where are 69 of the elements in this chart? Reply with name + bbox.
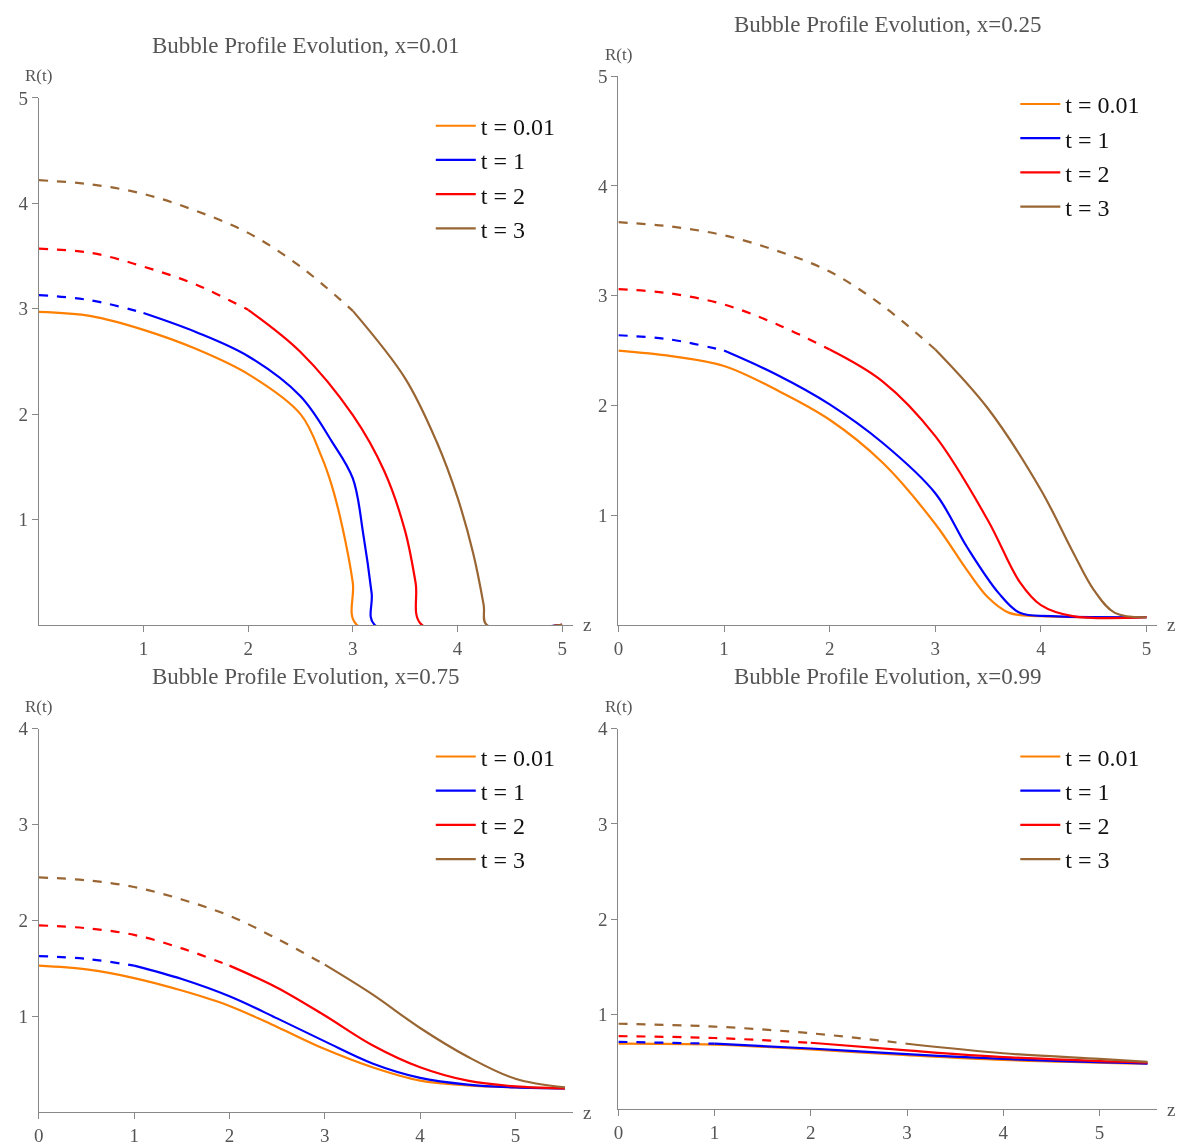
y-tick-label: 4 — [18, 718, 29, 740]
x-tick-label: 4 — [1036, 637, 1047, 659]
chart-title: Bubble Profile Evolution, x=0.75 — [152, 664, 460, 689]
x-tick-label: 5 — [1141, 637, 1152, 659]
x-axis-title: z — [1167, 614, 1176, 635]
x-tick-label: 2 — [224, 1125, 235, 1146]
x-tick-label: 4 — [452, 637, 463, 659]
x-tick-label: 3 — [320, 1125, 330, 1146]
legend-label: t = 1 — [480, 779, 525, 806]
y-tick-label: 2 — [598, 395, 608, 417]
x-axis-title: z — [1167, 1099, 1176, 1120]
legend-label: t = 0.01 — [1065, 92, 1140, 119]
chart-title: Bubble Profile Evolution, x=0.99 — [734, 664, 1042, 689]
legend-label: t = 0.01 — [480, 744, 555, 771]
y-tick-label: 1 — [598, 1003, 608, 1025]
x-tick-label: 3 — [348, 637, 358, 659]
y-axis-title: R(t) — [25, 697, 53, 716]
y-tick-label: 1 — [598, 504, 608, 526]
x-axis-title: z — [583, 614, 592, 635]
y-axis-title: R(t) — [25, 66, 53, 85]
legend-label: t = 1 — [480, 148, 525, 175]
y-tick-label: 3 — [18, 298, 29, 320]
y-tick-label: 4 — [18, 193, 29, 215]
legend-label: t = 2 — [1065, 813, 1110, 840]
legend-label: t = 3 — [1065, 194, 1110, 221]
x-tick-label: 1 — [709, 1122, 720, 1144]
legend-label: t = 0.01 — [1065, 744, 1140, 771]
x-tick-label: 1 — [138, 637, 149, 659]
y-tick-label: 2 — [598, 908, 608, 930]
y-tick-label: 2 — [18, 910, 29, 932]
x-tick-label: 3 — [930, 637, 941, 659]
x-tick-label: 1 — [129, 1125, 139, 1146]
x-axis-title: z — [583, 1102, 592, 1123]
y-tick-label: 3 — [598, 813, 608, 835]
y-tick-label: 3 — [598, 285, 608, 307]
x-tick-label: 4 — [415, 1125, 426, 1146]
x-tick-label: 1 — [719, 637, 729, 659]
x-tick-label: 0 — [34, 1125, 44, 1146]
chart-title: Bubble Profile Evolution, x=0.01 — [152, 33, 460, 58]
legend-label: t = 1 — [1065, 779, 1110, 806]
y-tick-label: 5 — [18, 87, 29, 109]
legend-label: t = 3 — [1065, 847, 1110, 874]
x-tick-label: 2 — [824, 637, 835, 659]
y-axis-title: R(t) — [605, 45, 633, 64]
x-tick-label: 0 — [613, 637, 624, 659]
legend-label: t = 0.01 — [480, 114, 555, 141]
legend-label: t = 3 — [480, 847, 525, 874]
legend-label: t = 2 — [1065, 160, 1110, 187]
x-tick-label: 3 — [902, 1122, 912, 1144]
legend-label: t = 2 — [480, 182, 525, 209]
y-tick-label: 4 — [598, 175, 609, 197]
x-tick-label: 5 — [557, 637, 567, 659]
legend-label: t = 3 — [480, 216, 525, 243]
y-tick-label: 4 — [598, 718, 609, 740]
y-tick-label: 2 — [18, 403, 29, 425]
y-tick-label: 1 — [18, 1006, 29, 1028]
x-tick-label: 5 — [1094, 1122, 1105, 1144]
y-tick-label: 1 — [18, 509, 29, 531]
legend-label: t = 1 — [1065, 126, 1110, 153]
y-tick-label: 5 — [598, 65, 608, 87]
legend-label: t = 2 — [480, 813, 525, 840]
x-tick-label: 2 — [243, 637, 253, 659]
x-tick-label: 4 — [998, 1122, 1009, 1144]
chart-title: Bubble Profile Evolution, x=0.25 — [734, 12, 1042, 37]
x-tick-label: 5 — [510, 1125, 521, 1146]
y-axis-title: R(t) — [605, 697, 633, 716]
x-tick-label: 0 — [613, 1122, 624, 1144]
y-tick-label: 3 — [18, 814, 29, 836]
x-tick-label: 2 — [806, 1122, 816, 1144]
